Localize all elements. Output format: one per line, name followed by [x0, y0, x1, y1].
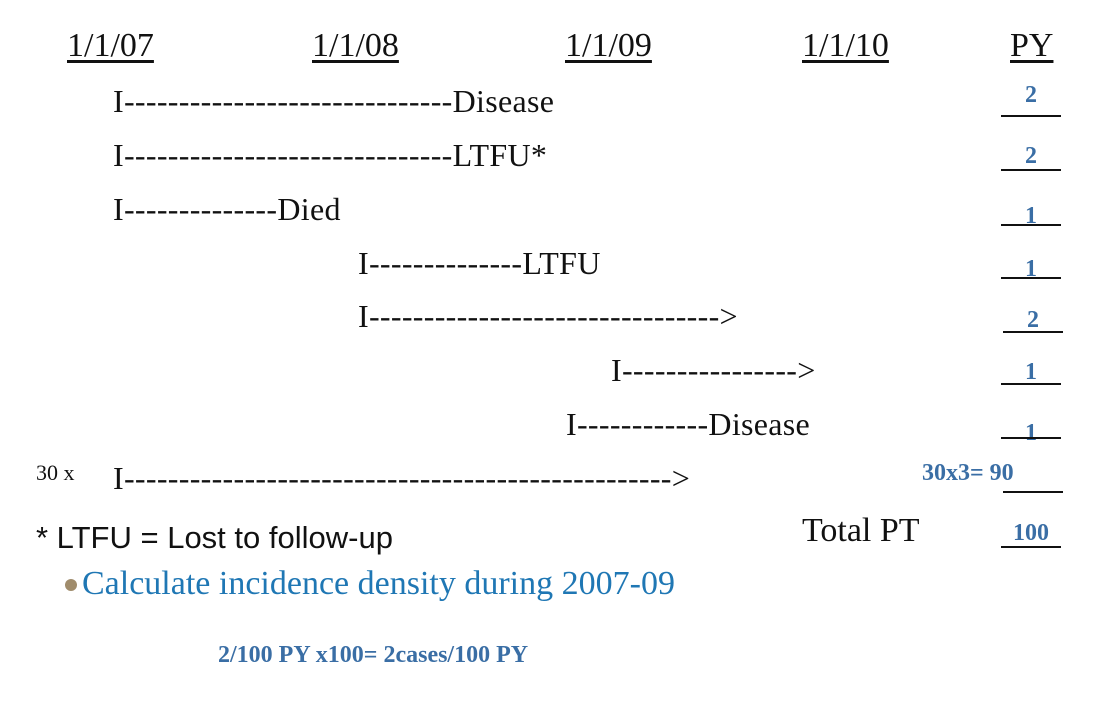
py-value: 1 — [1025, 203, 1037, 229]
py-value: 1 — [1025, 256, 1037, 282]
py-value: 2 — [1025, 82, 1037, 108]
py-underline — [1001, 224, 1061, 226]
timeline-row: I------------Disease — [566, 406, 811, 442]
answer-text: 2/100 PY x100= 2cases/100 PY — [218, 642, 529, 668]
py-underline — [1003, 331, 1063, 333]
py-value: 1 — [1025, 420, 1037, 446]
row-multiplier-label: 30 x — [36, 460, 75, 485]
date-header-2007: 1/1/07 — [67, 27, 154, 64]
py-underline — [1003, 491, 1063, 493]
footnote: * LTFU = Lost to follow-up — [36, 520, 393, 555]
bullet-dot — [65, 579, 77, 591]
total-underline — [1001, 546, 1061, 548]
date-header-2008: 1/1/08 — [312, 27, 399, 64]
question-text: Calculate incidence density during 2007-… — [82, 565, 675, 602]
timeline-row: I--------------------------------> — [358, 298, 738, 334]
timeline-row: I------------------------------LTFU* — [113, 137, 548, 173]
total-label: Total PT — [802, 512, 920, 549]
date-header-2009: 1/1/09 — [565, 27, 652, 64]
timeline-row: I--------------Died — [113, 191, 341, 227]
py-header: PY — [1010, 27, 1054, 64]
date-header-2010: 1/1/10 — [802, 27, 889, 64]
timeline-row: I---------------------------------------… — [113, 460, 691, 496]
timeline-row: I------------------------------Disease — [113, 83, 555, 119]
py-value: 2 — [1025, 143, 1037, 169]
total-value: 100 — [1013, 520, 1049, 546]
py-underline — [1001, 115, 1061, 117]
py-underline — [1001, 383, 1061, 385]
timeline-row: I----------------> — [611, 352, 816, 388]
py-value: 2 — [1027, 307, 1039, 333]
timeline-row: I--------------LTFU — [358, 245, 601, 281]
py-underline — [1001, 437, 1061, 439]
py-value: 1 — [1025, 359, 1037, 385]
py-underline — [1001, 169, 1061, 171]
py-underline — [1001, 277, 1061, 279]
py-value-multiplied: 30x3= 90 — [922, 460, 1014, 486]
